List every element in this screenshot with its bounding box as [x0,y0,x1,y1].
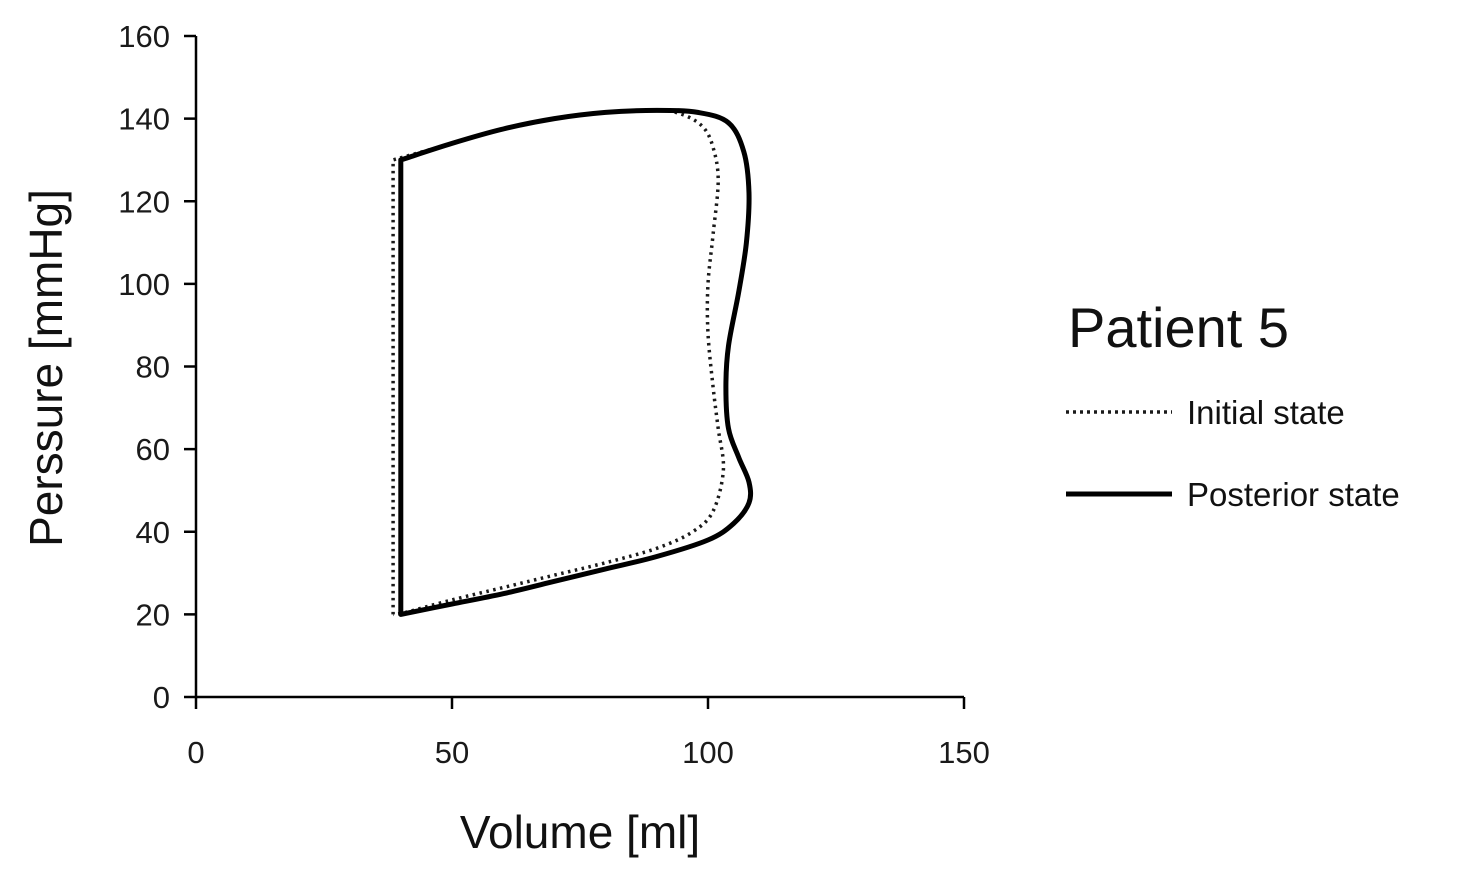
x-tick-label: 50 [435,735,469,770]
y-tick-label: 100 [118,267,170,302]
y-tick-label: 140 [118,102,170,137]
x-ticks: 0 50 100 150 [187,697,990,770]
series-line-initial-state [391,108,726,617]
y-tick-label: 40 [136,515,170,550]
axes [194,36,964,699]
y-tick-label: 0 [153,680,170,715]
y-ticks: 0 20 40 60 80 100 120 140 160 [118,19,196,715]
y-tick-label: 160 [118,19,170,54]
series-layer [391,107,754,617]
x-tick-label: 100 [682,735,734,770]
y-tick-label: 60 [136,432,170,467]
y-axis-title: Perssure [mmHg] [20,189,72,547]
legend-title: Patient 5 [1068,296,1289,359]
y-tick-label: 80 [136,350,170,385]
legend-label-posterior-state: Posterior state [1187,476,1400,513]
y-tick-label: 20 [136,597,170,632]
x-tick-label: 150 [938,735,990,770]
legend-label-initial-state: Initial state [1187,394,1345,431]
x-tick-label: 0 [187,735,204,770]
legend: Patient 5 Initial state Posterior state [1066,296,1400,513]
y-tick-label: 120 [118,184,170,219]
x-axis-title: Volume [ml] [460,806,700,858]
series-line-posterior-state [398,107,754,617]
